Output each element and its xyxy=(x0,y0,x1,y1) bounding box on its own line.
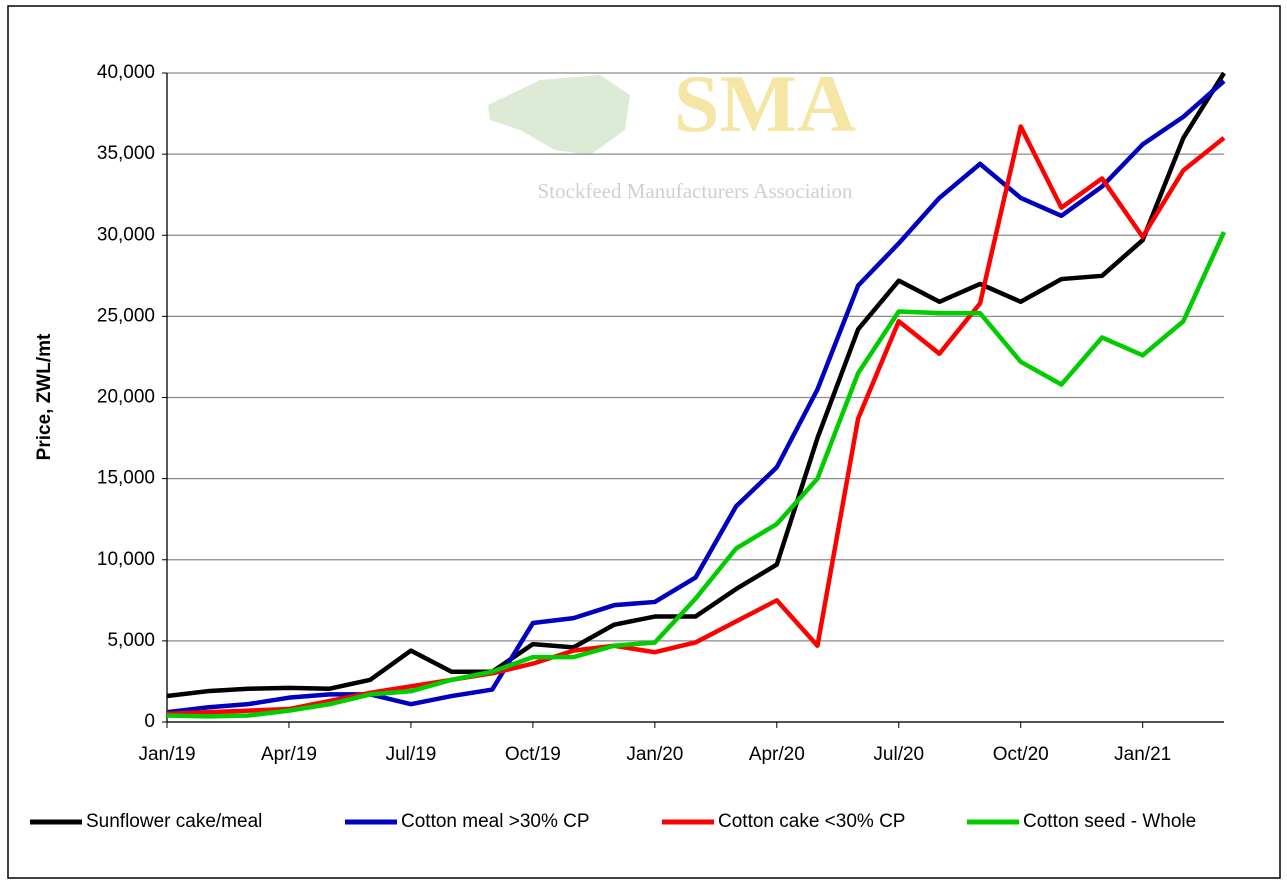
y-tick-label: 15,000 xyxy=(97,468,155,489)
y-axis-label: Price, ZWL/mt xyxy=(34,333,55,460)
watermark-logo: SMA xyxy=(674,58,856,149)
x-tick-label: Jan/20 xyxy=(626,744,683,765)
legend-label: Cotton meal >30% CP xyxy=(401,811,590,832)
x-tick-label: Jan/19 xyxy=(138,744,195,765)
x-tick-label: Apr/19 xyxy=(261,744,317,765)
y-tick-label: 5,000 xyxy=(107,630,155,651)
x-tick-label: Oct/19 xyxy=(505,744,561,765)
watermark-name: Stockfeed Manufacturers Association xyxy=(538,179,853,203)
x-tick-label: Jul/19 xyxy=(386,744,437,765)
y-tick-label: 0 xyxy=(144,711,155,732)
y-tick-label: 10,000 xyxy=(97,549,155,570)
y-tick-label: 30,000 xyxy=(97,224,155,245)
y-tick-label: 25,000 xyxy=(97,305,155,326)
y-tick-label: 20,000 xyxy=(97,387,155,408)
series-line xyxy=(166,71,1226,699)
y-tick-label: 40,000 xyxy=(97,62,155,83)
watermark: SMA Stockfeed Manufacturers Association xyxy=(488,58,856,203)
legend-label: Cotton seed - Whole xyxy=(1023,811,1196,832)
y-tick-label: 35,000 xyxy=(97,143,155,164)
legend-label: Sunflower cake/meal xyxy=(86,811,262,832)
watermark-map xyxy=(488,75,630,155)
x-tick-label: Apr/20 xyxy=(749,744,805,765)
chart-border xyxy=(7,5,1281,879)
x-tick-label: Jul/20 xyxy=(873,744,924,765)
x-tick-label: Oct/20 xyxy=(993,744,1049,765)
series-line xyxy=(166,231,1227,719)
legend-label: Cotton cake <30% CP xyxy=(718,811,905,832)
series-line xyxy=(166,124,1226,717)
x-tick-label: Jan/21 xyxy=(1114,744,1171,765)
series-line xyxy=(166,79,1226,715)
